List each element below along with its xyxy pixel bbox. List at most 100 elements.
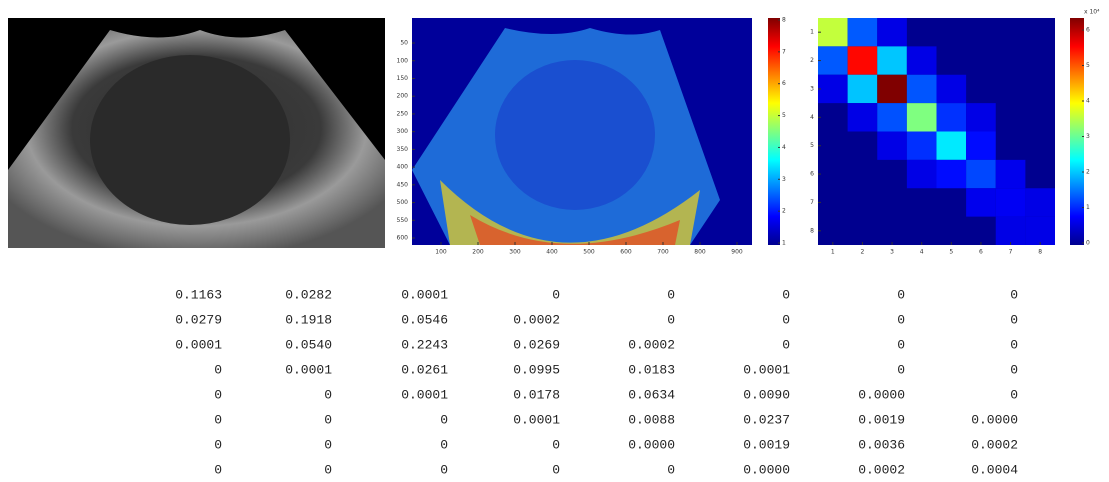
table-cell: 0.0019: [743, 437, 790, 452]
colorbar-tick-label: 4: [782, 144, 786, 151]
colorbar-tick-label: 8: [782, 17, 786, 24]
y-tick-label: 600: [397, 235, 409, 242]
table-cell: 0.0000: [628, 437, 675, 452]
y-tick-label: 300: [397, 128, 409, 135]
table-cell: 0.0002: [628, 337, 675, 352]
table-cell: 0.0000: [743, 462, 790, 477]
table-cell: 0.0001: [285, 362, 332, 377]
colorbar-tick-label: 5: [782, 112, 786, 119]
y-tick-label: 400: [397, 164, 409, 171]
colorbar-scale: x 10⁴: [1084, 9, 1100, 16]
table-cell: 0.0036: [858, 437, 905, 452]
table-cell: 0: [214, 412, 222, 427]
y-tick-label: 2: [810, 57, 814, 64]
x-tick-label: 6: [979, 249, 983, 256]
y-tick-label: 100: [397, 57, 409, 64]
x-tick-label: 7: [1009, 249, 1013, 256]
table-cell: 0.0002: [858, 462, 905, 477]
table-cell: 0.0002: [971, 437, 1018, 452]
y-tick-label: 5: [810, 142, 814, 149]
glcm-cell: [937, 75, 967, 103]
glcm-cell: [996, 217, 1026, 245]
y-tick-label: 550: [397, 217, 409, 224]
table-cell: 0.1163: [175, 287, 222, 302]
table-cell: 0: [214, 387, 222, 402]
table-cell: 0.0540: [285, 337, 332, 352]
x-tick-label: 4: [920, 249, 924, 256]
colorbar-tick-label: 3: [782, 176, 786, 183]
colorbar-tick-label: 0: [1086, 240, 1090, 247]
y-tick-label: 500: [397, 199, 409, 206]
glcm-cell: [907, 75, 937, 103]
glcm-cell: [996, 160, 1026, 188]
y-tick-label: 350: [397, 146, 409, 153]
colorbar-tick-label: 4: [1086, 98, 1090, 105]
glcm-cell: [907, 160, 937, 188]
glcm-cell: [877, 132, 907, 160]
glcm-cell: [877, 75, 907, 103]
table-cell: 0.0634: [628, 387, 675, 402]
table-cell: 0: [552, 287, 560, 302]
y-tick-label: 8: [810, 227, 814, 234]
table-cell: 0.0279: [175, 312, 222, 327]
x-tick-label: 3: [890, 249, 894, 256]
x-tick-label: 100: [435, 249, 447, 256]
table-cell: 0: [440, 412, 448, 427]
table-cell: 0: [324, 437, 332, 452]
table-cell: 0: [214, 462, 222, 477]
table-cell: 0: [897, 287, 905, 302]
glcm-cell: [996, 188, 1026, 216]
glcm-cell: [848, 46, 878, 74]
table-cell: 0.0002: [513, 312, 560, 327]
x-tick-label: 300: [509, 249, 521, 256]
table-cell: 0: [1010, 337, 1018, 352]
colorbar-tick-label: 1: [782, 240, 786, 247]
table-cell: 0: [440, 462, 448, 477]
glcm-cell: [907, 132, 937, 160]
glcm-cell: [907, 46, 937, 74]
table-cell: 0: [667, 312, 675, 327]
table-cell: 0.0178: [513, 387, 560, 402]
intensity-heatmap: [412, 18, 752, 245]
x-tick-label: 500: [583, 249, 595, 256]
table-cell: 0.0090: [743, 387, 790, 402]
ultrasound-image: [8, 18, 385, 248]
glcm-cell: [848, 18, 878, 46]
table-cell: 0.0237: [743, 412, 790, 427]
glcm-cell: [907, 103, 937, 131]
table-cell: 0.0001: [743, 362, 790, 377]
table-cell: 0: [782, 287, 790, 302]
table-cell: 0.0269: [513, 337, 560, 352]
y-tick-label: 7: [810, 199, 814, 206]
glcm-cell: [877, 46, 907, 74]
table-cell: 0: [782, 312, 790, 327]
y-tick-label: 450: [397, 181, 409, 188]
table-cell: 0.0995: [513, 362, 560, 377]
table-cell: 0: [1010, 312, 1018, 327]
colorbar: [1070, 18, 1084, 245]
glcm-cell: [937, 132, 967, 160]
glcm-cell: [966, 132, 996, 160]
table-cell: 0.0000: [971, 412, 1018, 427]
table-cell: 0.0004: [971, 462, 1018, 477]
y-tick-label: 3: [810, 85, 814, 92]
table-cell: 0: [667, 287, 675, 302]
y-tick-label: 4: [810, 114, 814, 121]
y-tick-label: 50: [400, 40, 408, 47]
glcm-cell: [966, 188, 996, 216]
x-tick-label: 2: [861, 249, 865, 256]
table-cell: 0: [324, 462, 332, 477]
x-tick-label: 1: [831, 249, 835, 256]
y-tick-label: 250: [397, 110, 409, 117]
glcm-cell: [818, 18, 848, 46]
x-tick-label: 600: [620, 249, 632, 256]
y-tick-label: 200: [397, 93, 409, 100]
table-cell: 0: [324, 387, 332, 402]
table-cell: 0.0001: [401, 387, 448, 402]
x-tick-label: 5: [949, 249, 953, 256]
colorbar-tick-label: 6: [782, 80, 786, 87]
table-cell: 0.0019: [858, 412, 905, 427]
table-cell: 0: [552, 462, 560, 477]
glcm-cell: [818, 46, 848, 74]
glcm-cell: [966, 103, 996, 131]
